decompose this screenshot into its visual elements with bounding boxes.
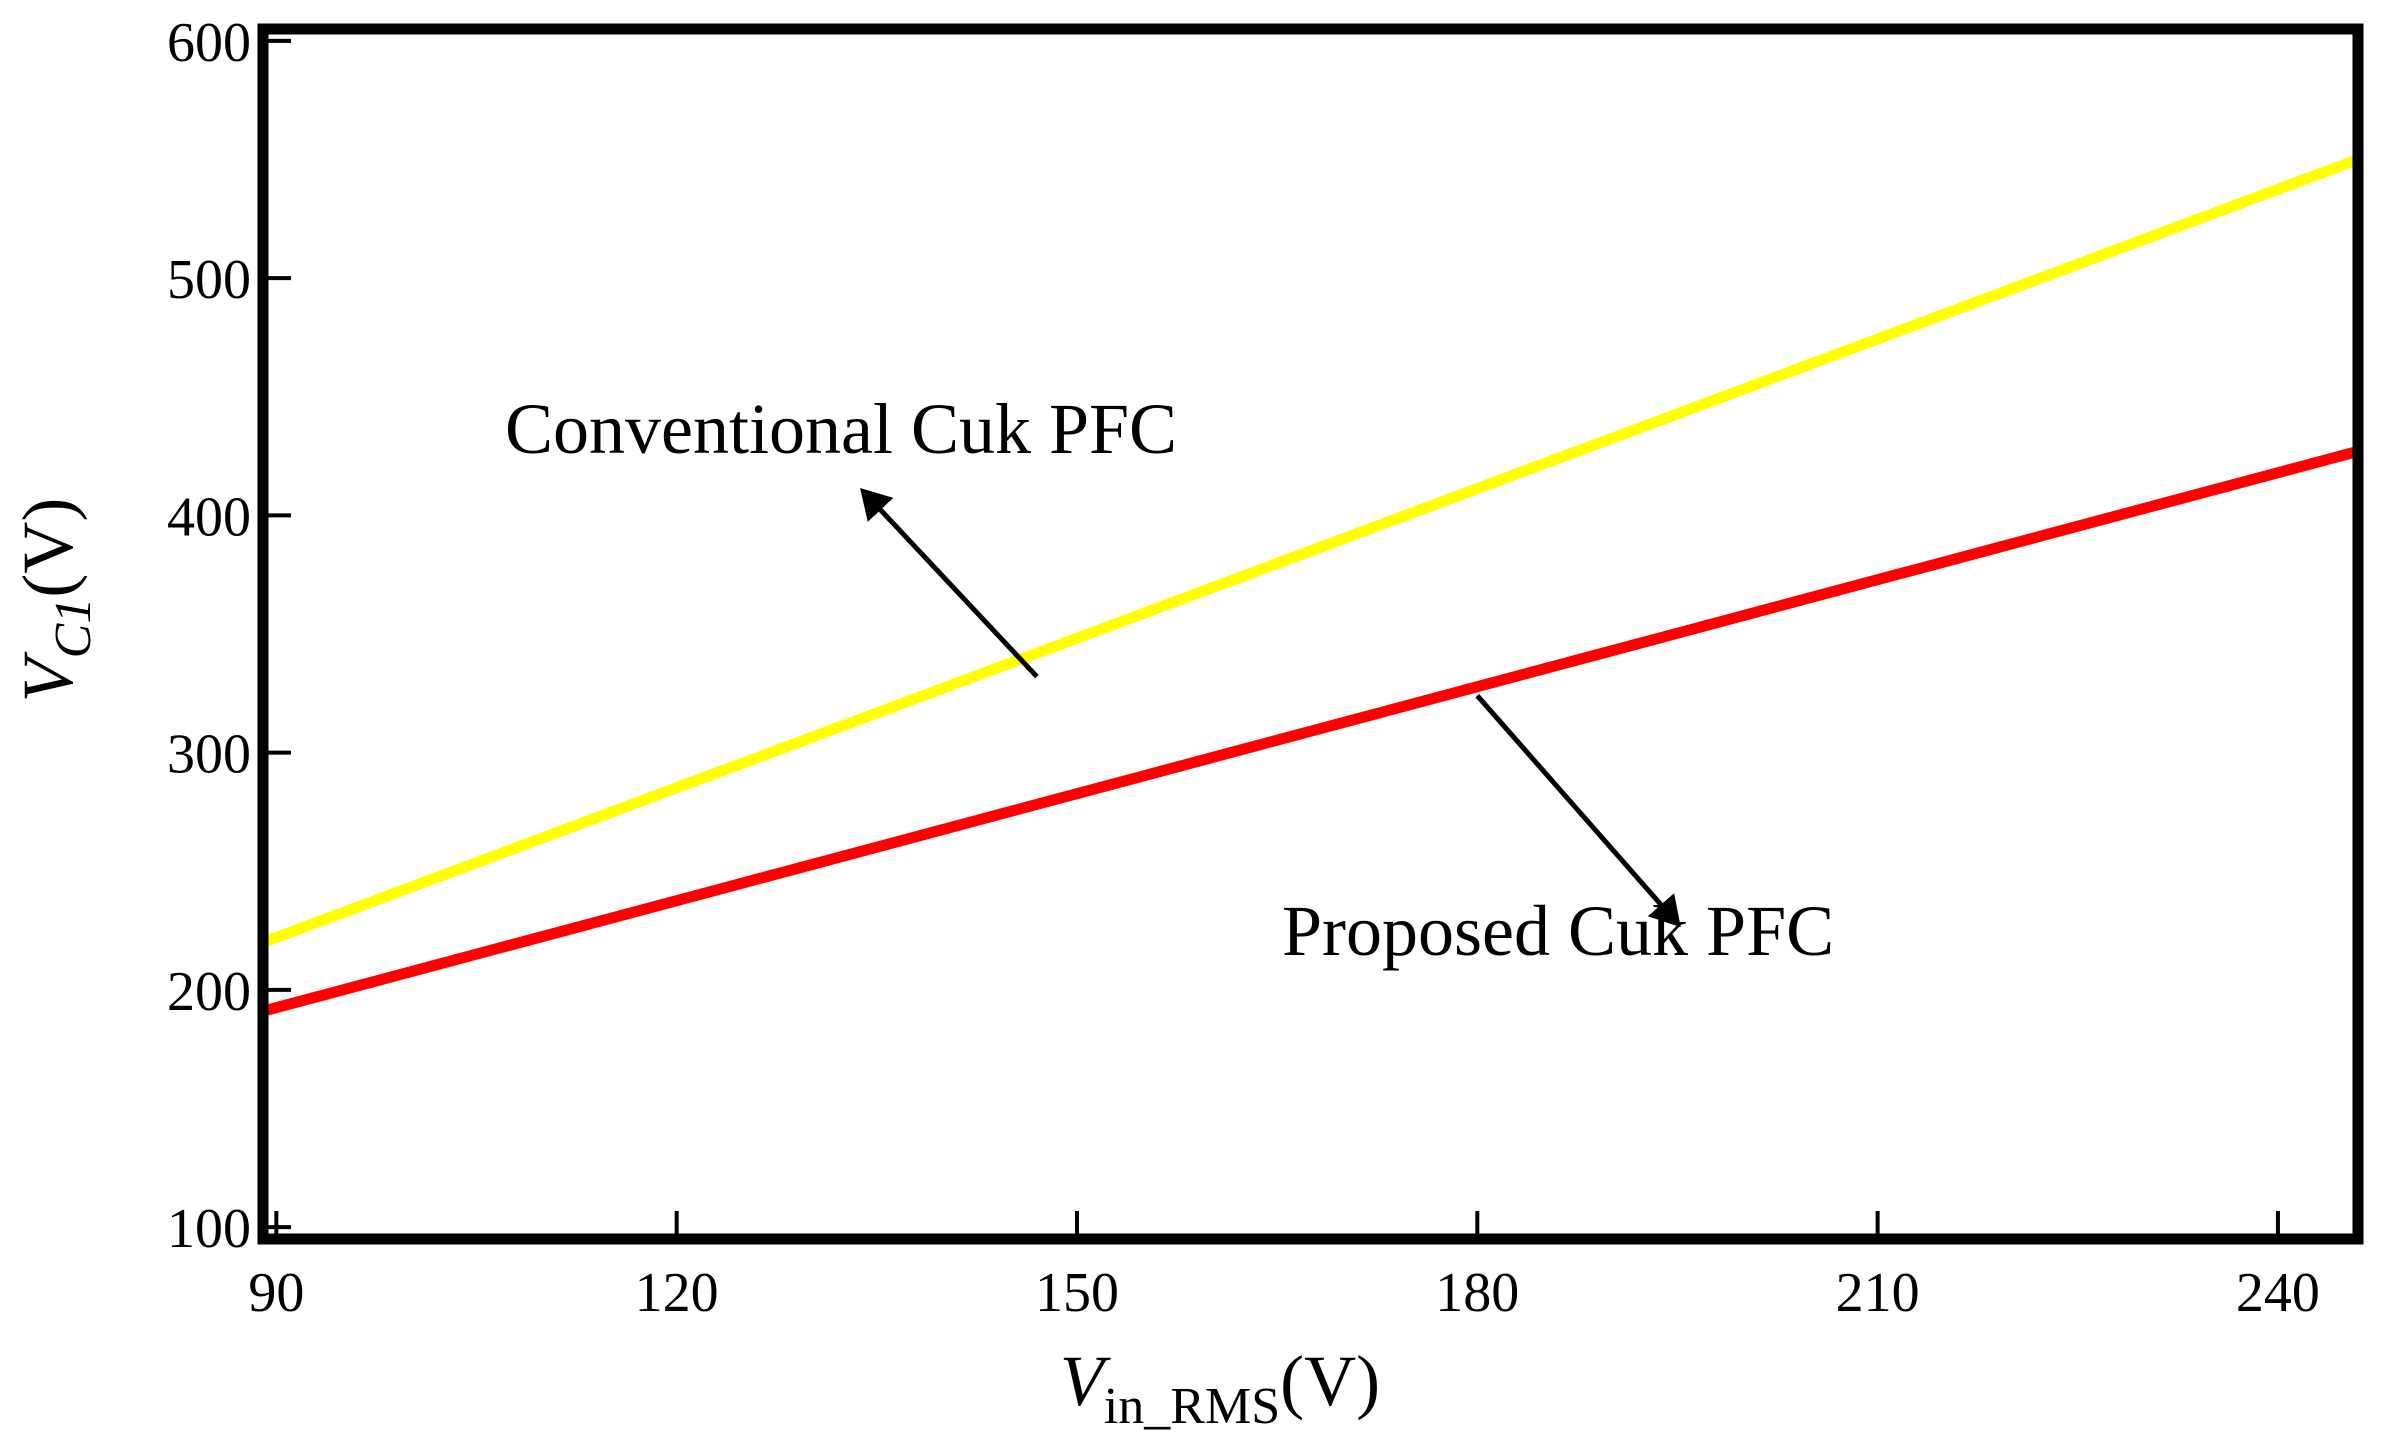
series-group (263, 159, 2358, 1011)
y-tick-label: 400 (167, 486, 251, 548)
x-tick-label: 150 (1035, 1262, 1119, 1324)
x-tick-label: 120 (635, 1262, 719, 1324)
y-tick-label: 200 (167, 961, 251, 1023)
y-tick-label: 300 (167, 724, 251, 786)
x-tick-label: 240 (2236, 1262, 2320, 1324)
series-line-0 (263, 159, 2358, 942)
annotation-label-0: Conventional Cuk PFC (505, 389, 1177, 469)
tick-marks (263, 41, 2278, 1239)
plot-frame (263, 29, 2358, 1239)
annotation-arrow-1 (1477, 696, 1677, 924)
x-axis-title: Vin_RMS(V) (1060, 1341, 1380, 1435)
x-tick-label: 90 (248, 1262, 304, 1324)
chart: Conventional Cuk PFCProposed Cuk PFC 90 1… (0, 0, 2382, 1448)
annotations: Conventional Cuk PFC Proposed Cuk PFC (505, 389, 1834, 971)
x-tick-label: 210 (1836, 1262, 1920, 1324)
tick-labels: 90 120 150 180 210 240 100 200 300 400 500 600 (167, 12, 2320, 1324)
y-tick-label: 500 (167, 249, 251, 311)
annotation-label-1: Proposed Cuk PFC (1282, 891, 1834, 971)
y-axis-title: VC1(V) (8, 498, 102, 703)
y-tick-label: 600 (167, 12, 251, 74)
annotation-arrow-0 (863, 492, 1036, 677)
x-tick-label: 180 (1435, 1262, 1519, 1324)
y-tick-label: 100 (167, 1198, 251, 1260)
